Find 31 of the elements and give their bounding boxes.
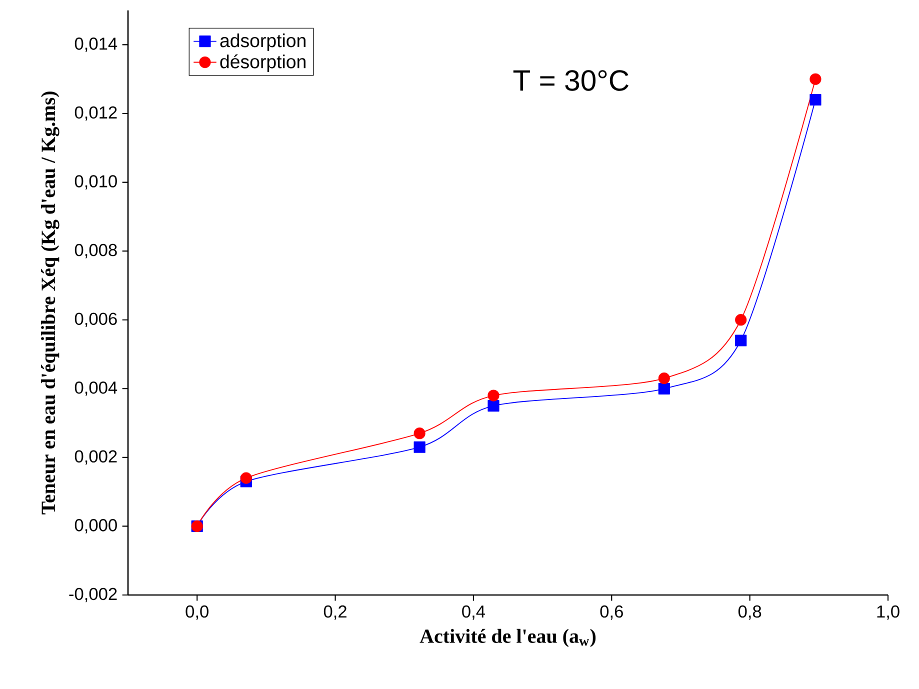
x-tick-label: 0,0 (186, 605, 208, 620)
y-tick-label: 0,004 (74, 381, 118, 396)
x-tick-label: 0,8 (738, 605, 762, 620)
point (414, 441, 426, 453)
y-tick-label: 0,000 (74, 519, 117, 534)
y-tick-label: 0,002 (74, 450, 117, 465)
x-axis-title: Activité de l'eau (a$_{w}$) (420, 628, 596, 648)
y-tick-label: 0,010 (74, 175, 117, 190)
x-tick-label: 0,4 (462, 605, 486, 620)
point (240, 472, 252, 484)
annotation: T = 30°C (513, 70, 628, 91)
y-tick-label: 0,006 (74, 312, 117, 328)
x-tick-label: 0,6 (600, 605, 623, 620)
point (658, 382, 670, 394)
point (810, 73, 822, 85)
point (735, 314, 747, 326)
point (810, 94, 822, 106)
y-tick-label: 0,008 (74, 244, 117, 258)
y-tick-label: 0,014 (74, 38, 118, 52)
y-tick-label: 0,012 (74, 106, 117, 121)
point (414, 428, 426, 440)
y-tick-label: -0,002 (69, 588, 117, 602)
point (735, 334, 747, 346)
point (488, 390, 500, 402)
x-tick-label: 1,0 (877, 605, 900, 620)
point (488, 400, 500, 412)
legend-label: désorption (220, 54, 306, 72)
legend-label: adsorption (220, 34, 306, 51)
x-tick-label: 0,2 (324, 605, 346, 620)
y-axis-title: Teneur en eau d'équilibre Xéq (Kg d'eau / Kg.ms) (41, 92, 60, 514)
point (658, 372, 670, 384)
